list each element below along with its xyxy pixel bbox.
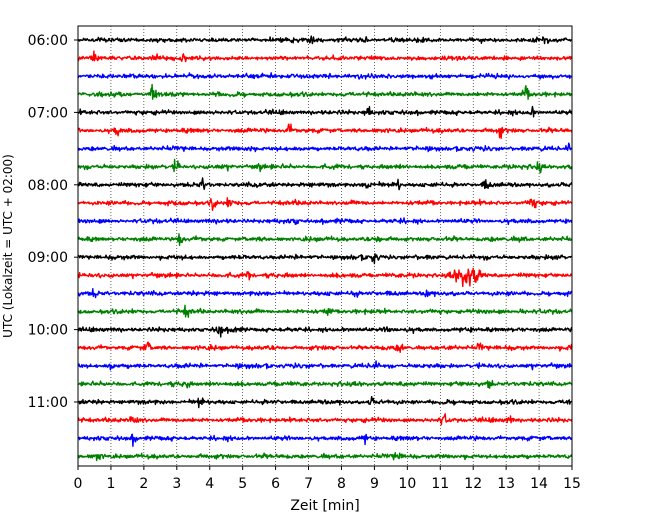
trace-line: [77, 177, 573, 191]
trace-line: [77, 233, 573, 247]
x-tick-label: 0: [74, 476, 83, 492]
trace-line: [77, 341, 573, 354]
x-tick-label: 15: [563, 476, 581, 492]
x-tick-label: 3: [172, 476, 181, 492]
trace-line: [77, 452, 573, 462]
y-tick-label: 06:00: [28, 33, 68, 49]
x-tick-label: 8: [337, 476, 346, 492]
trace-line: [77, 395, 573, 409]
x-tick-label: 12: [464, 476, 482, 492]
x-tick-label: 4: [205, 476, 214, 492]
trace-line: [77, 50, 573, 63]
y-tick-label: 10:00: [28, 323, 68, 339]
x-tick-label: 1: [106, 476, 115, 492]
trace-line: [77, 287, 573, 299]
seismic-traces: [77, 35, 573, 462]
y-tick-label: 07:00: [28, 105, 68, 121]
x-axis-label: Zeit [min]: [290, 498, 359, 514]
y-tick-label: 09:00: [28, 250, 68, 266]
trace-line: [77, 72, 573, 80]
trace-line: [77, 433, 573, 447]
x-tick-label: 6: [271, 476, 280, 492]
trace-line: [77, 105, 573, 118]
x-tick-label: 2: [139, 476, 148, 492]
x-tick-label: 9: [370, 476, 379, 492]
trace-line: [77, 413, 573, 426]
trace-line: [77, 217, 573, 226]
trace-line: [77, 83, 573, 100]
y-tick-label: 11:00: [28, 395, 68, 411]
trace-line: [77, 197, 573, 211]
trace-line: [77, 142, 573, 153]
x-tick-label: 5: [238, 476, 247, 492]
trace-line: [77, 326, 573, 338]
plot-frame: [77, 25, 573, 467]
x-tick-label: 10: [398, 476, 416, 492]
y-tick-label: 08:00: [28, 178, 68, 194]
trace-line: [77, 123, 573, 140]
trace-line: [77, 253, 573, 265]
x-axis-ticks: 0 1 2 3 4 5 6 7 8 9 10 11 12 13 14 15: [74, 466, 581, 492]
trace-line: [77, 379, 573, 389]
trace-line: [77, 158, 573, 174]
x-tick-label: 13: [497, 476, 515, 492]
x-tick-label: 14: [530, 476, 548, 492]
y-axis-label: UTC (Lokalzeit = UTC + 02:00): [1, 154, 15, 338]
trace-line: [77, 267, 573, 288]
x-tick-label: 11: [431, 476, 449, 492]
trace-line: [77, 360, 573, 371]
trace-line: [77, 304, 573, 318]
trace-line: [77, 35, 573, 45]
y-axis-ticks: 06:00 07:00 08:00 09:00 10:00 11:00: [28, 33, 78, 411]
x-tick-label: 7: [304, 476, 313, 492]
x-gridlines: [110, 26, 540, 466]
